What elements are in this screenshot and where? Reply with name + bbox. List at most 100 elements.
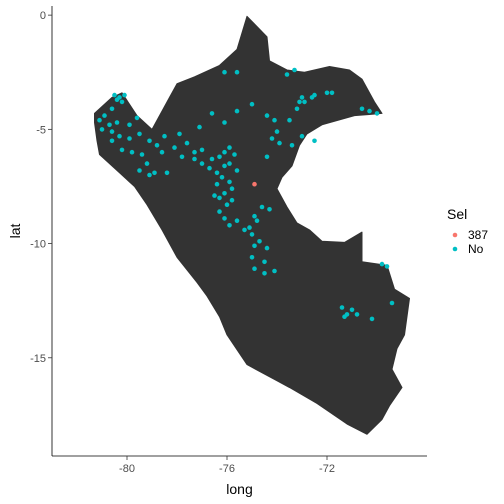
data-point-no xyxy=(277,140,282,146)
data-point-no xyxy=(289,143,295,148)
data-point-no xyxy=(229,186,235,191)
data-point-no xyxy=(129,149,135,155)
data-point-no xyxy=(247,225,252,230)
data-point-no xyxy=(107,122,112,128)
data-point-no xyxy=(262,259,267,265)
x-axis-title: long xyxy=(226,481,252,497)
data-point-no xyxy=(119,147,125,153)
data-point-no xyxy=(369,316,375,322)
data-point-no xyxy=(219,175,225,180)
data-point-no xyxy=(199,161,205,166)
data-point-no xyxy=(207,165,212,171)
x-tick-label: -80 xyxy=(119,463,135,475)
data-point-no xyxy=(329,90,335,96)
data-point-no xyxy=(232,152,237,157)
data-point-no xyxy=(264,245,270,251)
legend-title: Sel xyxy=(447,206,467,222)
data-point-no xyxy=(302,99,307,105)
data-point-no xyxy=(137,131,142,137)
y-tick-label: -10 xyxy=(30,239,46,251)
data-point-no xyxy=(164,170,170,176)
data-point-no xyxy=(349,307,355,313)
data-point-no xyxy=(212,193,217,198)
data-point-no xyxy=(102,113,107,118)
data-point-no xyxy=(374,111,380,116)
legend-label: No xyxy=(468,242,484,256)
data-point-no xyxy=(222,149,227,155)
data-point-no xyxy=(229,197,235,203)
data-point-no xyxy=(109,106,115,112)
data-point-no xyxy=(249,101,255,107)
data-point-no xyxy=(222,191,227,196)
data-point-no xyxy=(269,136,275,141)
data-point-no xyxy=(172,145,177,150)
data-point-no xyxy=(264,154,270,160)
data-point-no xyxy=(222,69,227,75)
y-tick-label: -15 xyxy=(30,353,46,365)
data-point-no xyxy=(147,138,152,144)
data-point-no xyxy=(234,69,240,75)
data-point-no xyxy=(249,232,255,237)
data-point-no xyxy=(324,90,330,96)
data-point-no xyxy=(109,138,115,144)
data-point-no xyxy=(227,179,232,185)
data-point-no xyxy=(267,207,272,212)
data-point-no xyxy=(114,120,120,125)
data-point-no xyxy=(214,170,220,176)
data-point-no xyxy=(359,106,365,112)
data-point-no xyxy=(262,271,267,276)
y-axis-ticks: 0 -5 -10 -15 xyxy=(30,10,52,365)
data-point-no xyxy=(217,195,222,201)
data-point-no xyxy=(299,95,305,100)
data-point-no xyxy=(144,161,150,166)
x-tick-label: -76 xyxy=(219,463,235,475)
data-point-no xyxy=(292,67,297,73)
data-point-no xyxy=(222,216,227,221)
data-point-no xyxy=(252,213,257,219)
plot-panel xyxy=(94,15,410,435)
data-point-no xyxy=(139,152,145,157)
x-tick-label: -72 xyxy=(319,463,335,475)
point-layer xyxy=(97,67,395,322)
data-point-no xyxy=(127,122,132,128)
data-point-no xyxy=(384,264,390,269)
data-point-no xyxy=(312,138,317,144)
data-point-no xyxy=(114,97,120,102)
data-point-no xyxy=(227,223,232,228)
data-point-no xyxy=(192,156,197,162)
data-point-no xyxy=(147,172,152,178)
data-point-no xyxy=(242,227,247,233)
legend-key-387 xyxy=(452,232,458,238)
data-point-no xyxy=(159,149,165,155)
data-point-no xyxy=(99,127,105,132)
data-point-no xyxy=(259,204,265,210)
data-point-no xyxy=(112,92,117,98)
legend-label: 387 xyxy=(468,228,488,242)
data-point-no xyxy=(367,108,372,114)
data-point-no xyxy=(214,181,220,187)
data-point-no xyxy=(234,108,240,114)
data-point-no xyxy=(222,163,227,169)
y-tick-label: -5 xyxy=(36,124,46,136)
peru-map-outline xyxy=(94,15,410,435)
y-axis-title: lat xyxy=(7,224,23,239)
data-point-no xyxy=(257,239,262,244)
data-point-no xyxy=(122,92,127,98)
data-point-no xyxy=(227,161,232,166)
y-tick-label: 0 xyxy=(40,10,46,22)
data-point-387 xyxy=(252,181,257,187)
legend-key-no xyxy=(452,246,458,252)
data-point-no xyxy=(134,115,140,121)
data-point-no xyxy=(199,147,205,153)
axes: -80 -76 -72 0 -5 -10 -15 long lat xyxy=(7,6,427,497)
data-point-no xyxy=(137,168,142,173)
data-point-no xyxy=(274,129,280,134)
data-point-no xyxy=(209,111,215,116)
data-point-no xyxy=(272,268,277,274)
data-point-no xyxy=(249,254,255,260)
data-point-no xyxy=(192,149,197,155)
data-point-no xyxy=(227,145,232,150)
data-point-no xyxy=(117,133,122,139)
